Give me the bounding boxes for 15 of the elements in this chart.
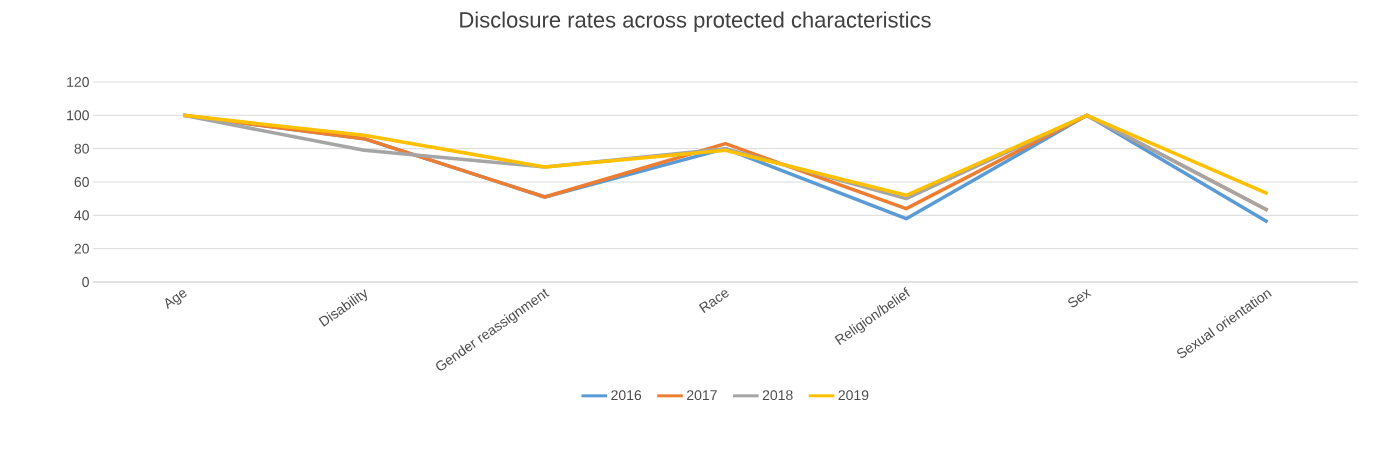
- y-tick-label: 40: [74, 210, 89, 221]
- x-tick-label: Sex: [1068, 289, 1092, 308]
- chart-title: Disclosure rates across protected characteristics: [460, 11, 931, 33]
- x-tick-label: Age: [165, 290, 187, 310]
- legend-label: 2016: [611, 390, 642, 401]
- legend-label: 2018: [762, 390, 793, 401]
- y-tick-label: 100: [67, 110, 89, 121]
- x-tick-label: Race: [698, 290, 729, 313]
- y-tick-label: 80: [74, 143, 89, 154]
- y-tick-label: 0: [82, 277, 89, 287]
- legend-label: 2019: [838, 390, 869, 401]
- y-tick-label: 120: [67, 77, 89, 87]
- legend-label: 2017: [687, 390, 717, 401]
- y-tick-label: 60: [74, 177, 89, 187]
- y-tick-label: 20: [74, 243, 89, 254]
